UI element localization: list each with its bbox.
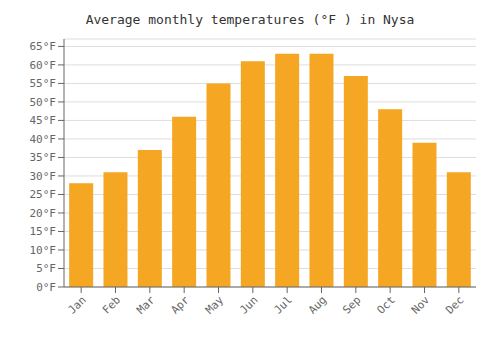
svg-text:30°F: 30°F bbox=[30, 170, 57, 183]
svg-text:15°F: 15°F bbox=[30, 225, 57, 238]
svg-text:35°F: 35°F bbox=[30, 151, 57, 164]
svg-text:25°F: 25°F bbox=[30, 188, 57, 201]
svg-text:Feb: Feb bbox=[100, 293, 123, 316]
svg-text:45°F: 45°F bbox=[30, 114, 57, 127]
svg-text:Apr: Apr bbox=[169, 293, 193, 317]
svg-text:Oct: Oct bbox=[375, 293, 398, 316]
svg-text:0°F: 0°F bbox=[36, 281, 56, 294]
html-text:Average monthly temperatures (: Average monthly temperatures (°F ) in Ny… bbox=[85, 12, 415, 27]
svg-text:20°F: 20°F bbox=[30, 207, 57, 220]
svg-text:60°F: 60°F bbox=[30, 59, 57, 72]
svg-text:Dec: Dec bbox=[443, 293, 466, 316]
svg-text:Jan: Jan bbox=[66, 293, 89, 316]
svg-text:May: May bbox=[203, 293, 227, 317]
svg-text:5°F: 5°F bbox=[36, 262, 56, 275]
svg-text:Nov: Nov bbox=[409, 293, 433, 317]
svg-text:Jun: Jun bbox=[237, 293, 260, 316]
svg-text:55°F: 55°F bbox=[30, 77, 57, 90]
svg-text:Jul: Jul bbox=[272, 293, 295, 316]
svg-text:50°F: 50°F bbox=[30, 96, 57, 109]
svg-text:65°F: 65°F bbox=[30, 40, 57, 53]
svg-text:Sep: Sep bbox=[340, 293, 363, 316]
svg-text:10°F: 10°F bbox=[30, 244, 57, 257]
svg-text:Mar: Mar bbox=[134, 293, 158, 317]
svg-text:40°F: 40°F bbox=[30, 133, 57, 146]
svg-text:Aug: Aug bbox=[306, 293, 329, 316]
